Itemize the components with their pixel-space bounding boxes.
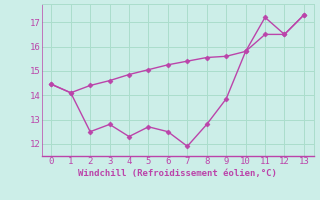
- X-axis label: Windchill (Refroidissement éolien,°C): Windchill (Refroidissement éolien,°C): [78, 169, 277, 178]
